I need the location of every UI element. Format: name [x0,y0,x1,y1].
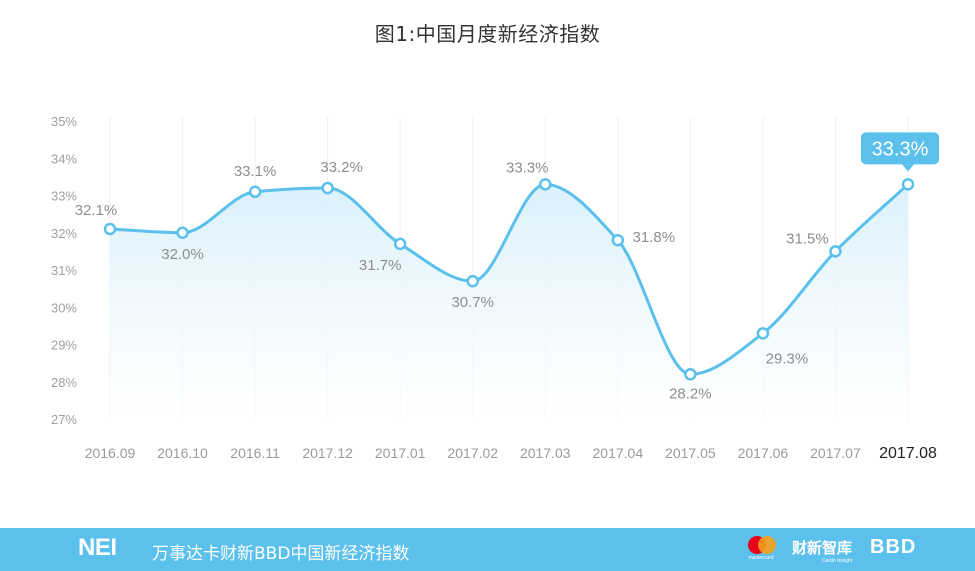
x-tick-label-2: 2016.11 [230,445,280,461]
x-axis-ticks: 2016.09 2016.10 2016.11 2017.12 2017.01 2017.… [85,445,937,462]
data-point-2 [248,185,262,199]
callout-pointer [902,164,914,172]
data-label-3: 33.2% [320,159,363,176]
data-label-4: 31.7% [359,257,402,274]
data-point-8 [684,368,697,381]
x-tick-label-5: 2017.02 [447,445,498,461]
brand-logo: NEI [78,534,117,561]
data-label-6: 33.3% [506,159,549,176]
callout-label: 33.3% [872,138,929,160]
data-label-0: 32.1% [75,202,118,219]
data-label-8: 28.2% [669,385,712,402]
data-label-10: 31.5% [786,230,829,247]
area-fill-path [110,184,908,419]
y-tick-label: 29% [51,338,77,353]
x-tick-label-1: 2016.10 [157,445,208,461]
caixin-insight-logo: 财新智库 Caixin Insight [792,537,852,564]
y-axis-ticks: 27% 28% 29% 30% 31% 32% 33% 34% 35% [51,114,77,427]
data-point-4 [393,237,407,251]
x-tick-label-11: 2017.08 [879,445,937,462]
data-points [103,178,915,381]
x-tick-label-0: 2016.09 [85,445,136,461]
y-tick-label: 31% [51,263,77,278]
y-tick-label: 35% [51,114,77,129]
x-tick-label-8: 2017.05 [665,445,716,461]
bbd-logo: BBD [870,536,917,558]
caixin-logo-subtext: Caixin Insight [822,558,853,564]
mastercard-logo: mastercard [744,534,778,566]
data-point-0 [103,222,117,236]
caixin-logo-text: 财新智库 [792,539,853,557]
data-point-1 [176,226,189,239]
y-tick-label: 28% [51,375,77,390]
x-tick-label-6: 2017.03 [520,445,571,461]
data-label-7: 31.8% [633,229,676,246]
data-label-9: 29.3% [766,350,809,367]
footer-bar: NEI 万事达卡财新BBD中国新经济指数 mastercard 财新智库 Cai… [0,528,975,571]
chart-title: 图1:中国月度新经济指数 [374,22,601,46]
data-point-5 [466,274,479,288]
area-fill [110,184,908,419]
data-point-11 [901,178,915,191]
data-point-10 [829,245,842,258]
highlight-callout: 33.3% [861,132,939,172]
mastercard-caption: mastercard [748,555,774,561]
x-tick-label-3: 2017.12 [302,445,353,461]
y-tick-label: 30% [51,300,77,315]
data-point-6 [539,178,552,191]
x-tick-label-4: 2017.01 [375,445,426,461]
footer-text: 万事达卡财新BBD中国新经济指数 [152,544,410,564]
data-point-7 [611,233,625,247]
y-tick-label: 33% [51,189,77,204]
x-tick-label-9: 2017.06 [738,445,789,461]
y-tick-label: 27% [51,412,77,427]
y-tick-label: 34% [51,151,77,166]
mastercard-orange-circle [758,536,776,554]
callout-box [861,132,939,165]
data-label-1: 32.0% [161,246,204,263]
data-point-9 [756,327,770,340]
y-tick-label: 32% [51,226,77,241]
data-label-2: 33.1% [234,163,277,180]
line-chart: 27% 28% 29% 30% 31% 32% 33% 34% 35% 32.1% 32.0% 33… [51,114,939,462]
x-tick-label-10: 2017.07 [810,445,861,461]
data-point-3 [321,181,334,195]
data-labels: 32.1% 32.0% 33.1% 33.2% 31.7% 30.7% 33.3% 31.8%… [75,159,829,402]
x-tick-label-7: 2017.04 [593,445,644,461]
data-label-5: 30.7% [451,294,494,311]
